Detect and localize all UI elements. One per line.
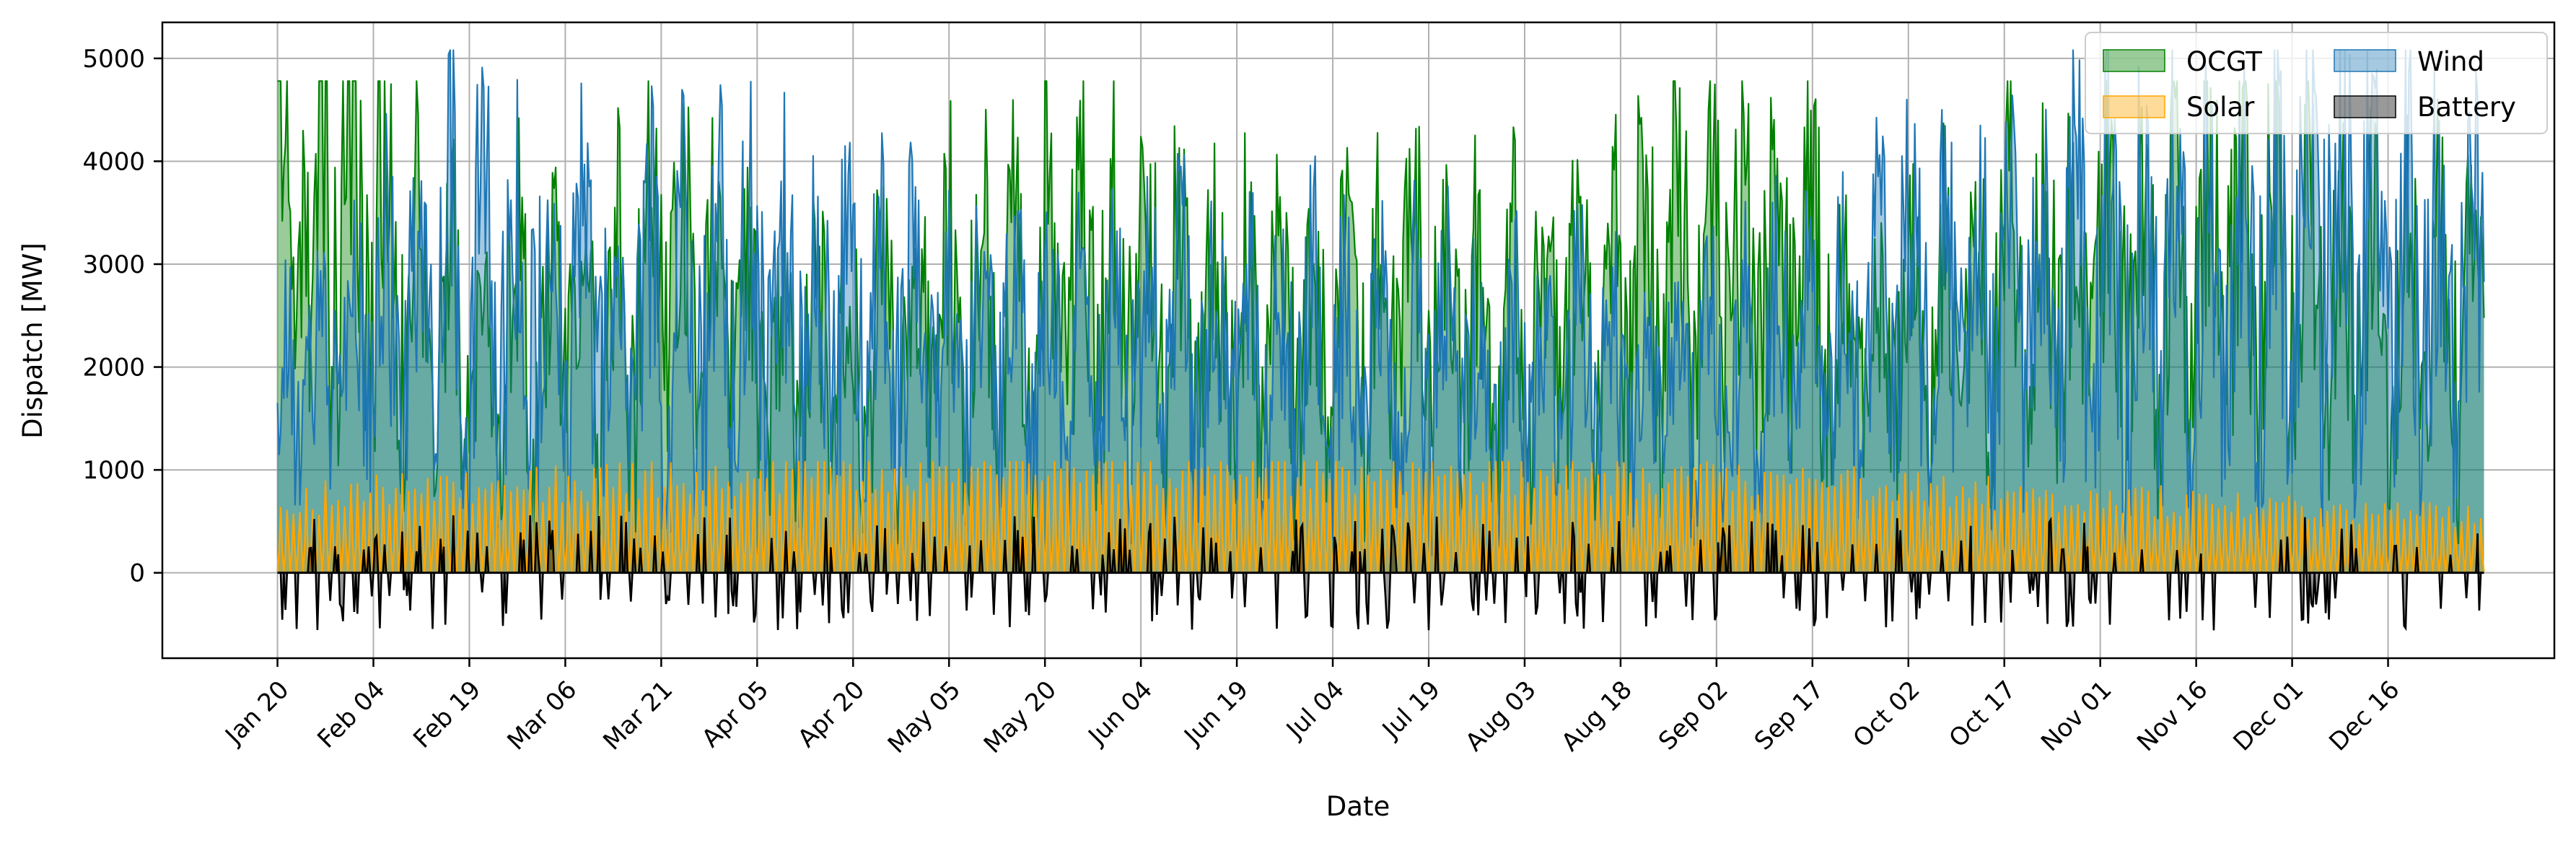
ocgt-series-line	[277, 80, 2485, 545]
legend-swatch-battery	[2334, 95, 2396, 118]
y-tick-label: 1000	[82, 456, 145, 485]
y-tick-label: 3000	[82, 250, 145, 279]
legend-label-battery: Battery	[2417, 92, 2516, 123]
legend: OCGT Wind Solar Battery	[2085, 32, 2548, 134]
y-tick-label: 4000	[82, 147, 145, 176]
x-axis-label: Date	[1326, 791, 1390, 822]
legend-swatch-wind	[2334, 49, 2396, 72]
legend-swatch-solar	[2103, 95, 2165, 118]
legend-frame	[2085, 32, 2548, 134]
legend-swatch-ocgt	[2103, 49, 2165, 72]
wind-series-line	[276, 49, 2485, 556]
plot-frame	[161, 21, 2556, 660]
legend-label-ocgt: OCGT	[2186, 46, 2262, 77]
series-layer	[276, 49, 2485, 631]
legend-label-wind: Wind	[2417, 46, 2484, 77]
y-axis-label: Dispatch [MW]	[17, 242, 48, 439]
y-tick-label: 0	[129, 559, 145, 588]
wind-series-area	[277, 50, 2484, 573]
y-tick-label: 2000	[82, 354, 145, 383]
y-tick-label: 5000	[82, 45, 145, 74]
legend-label-solar: Solar	[2186, 92, 2255, 123]
solar-series-line	[276, 460, 2485, 573]
